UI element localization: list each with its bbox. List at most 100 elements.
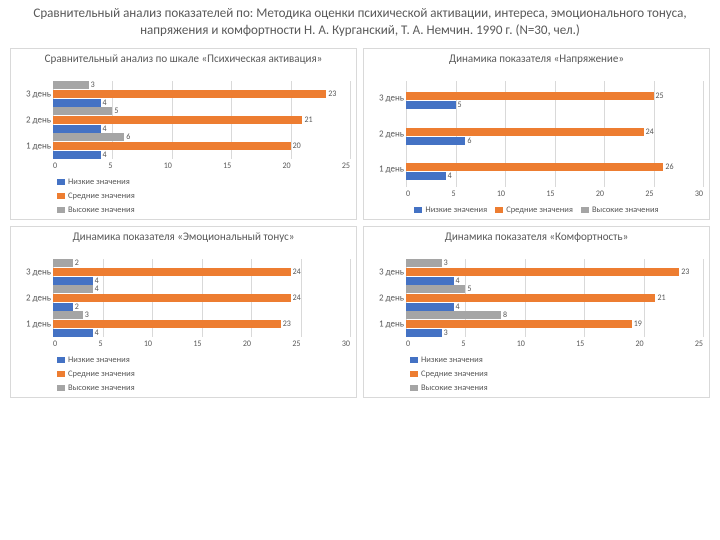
legend-label: Высокие значения	[592, 205, 659, 215]
x-axis: 051015202530	[370, 189, 703, 199]
legend-item-low: Низкие значения	[57, 177, 130, 187]
category-group: 3 день255	[406, 87, 703, 109]
bar-row: 4	[53, 151, 350, 159]
bar-mid	[406, 268, 679, 276]
bar-mid	[53, 268, 291, 276]
legend: Низкие значения Средние значения Высокие з…	[17, 175, 350, 217]
legend-swatch	[581, 207, 589, 213]
bar-row: 24	[53, 294, 350, 302]
legend-swatch	[57, 179, 65, 185]
category-label: 2 день	[370, 128, 404, 139]
legend-swatch	[57, 371, 65, 377]
bar-row: 3	[406, 259, 703, 267]
legend-label: Средние значения	[421, 369, 488, 379]
chart-plot: 3 день2552 день2461 день264051015202530Н…	[370, 81, 703, 217]
chart-plot: 3 день32342 день52141 день62040510152025…	[17, 81, 350, 217]
category-group: 1 день8193	[406, 311, 703, 337]
bars-area: 3 день32342 день52141 день6204	[17, 81, 350, 159]
bar-row: 5	[53, 107, 350, 115]
bar-row: 6	[53, 133, 350, 141]
bar-mid	[406, 320, 632, 328]
legend-swatch	[57, 385, 65, 391]
legend-swatch	[57, 193, 65, 199]
bar-value: 4	[95, 328, 99, 338]
x-tick: 25	[292, 339, 300, 349]
bar-row: 4	[53, 285, 350, 293]
legend-label: Низкие значения	[425, 205, 487, 215]
x-tick: 10	[164, 161, 172, 171]
bar-high	[53, 133, 124, 141]
category-group: 1 день3234	[53, 311, 350, 337]
bar-mid	[406, 294, 655, 302]
chart-plot: 3 день32342 день52141 день81930510152025…	[370, 259, 703, 395]
bar-row: 4	[53, 125, 350, 133]
bar-mid	[53, 90, 326, 98]
bar-row: 23	[406, 268, 703, 276]
bar-value: 24	[293, 293, 301, 303]
bar-mid	[406, 128, 644, 136]
bar-row: 4	[53, 99, 350, 107]
legend-item-mid: Средние значения	[495, 205, 573, 215]
bar-row: 24	[406, 128, 703, 136]
legend-label: Средние значения	[68, 369, 135, 379]
x-axis: 0510152025	[17, 161, 350, 171]
bar-row: 4	[406, 172, 703, 180]
bar-row: 20	[53, 142, 350, 150]
category-group: 1 день6204	[53, 133, 350, 159]
legend-item-high: Высокие значения	[57, 205, 135, 215]
x-tick: 20	[243, 339, 251, 349]
bar-value: 24	[646, 127, 654, 137]
bar-value: 3	[85, 310, 89, 320]
legend-label: Средние значения	[506, 205, 573, 215]
legend-item-low: Низкие значения	[414, 205, 487, 215]
bar-value: 5	[458, 100, 462, 110]
bar-value: 23	[681, 267, 689, 277]
x-tick: 0	[53, 339, 57, 349]
category-label: 3 день	[370, 266, 404, 277]
bar-row: 26	[406, 163, 703, 171]
x-tick: 15	[223, 161, 231, 171]
bar-value: 25	[656, 91, 664, 101]
legend-item-low: Низкие значения	[410, 355, 483, 365]
bar-low	[53, 277, 93, 285]
category-label: 1 день	[17, 140, 51, 151]
x-tick: 0	[53, 161, 57, 171]
legend-item-high: Высокие значения	[57, 383, 135, 393]
bar-high	[53, 81, 89, 89]
x-tick: 30	[342, 339, 350, 349]
bar-row: 2	[53, 259, 350, 267]
category-group: 1 день264	[406, 158, 703, 180]
bar-row: 3	[53, 81, 350, 89]
bar-row: 3	[53, 311, 350, 319]
legend-item-mid: Средние значения	[57, 369, 135, 379]
category-group: 3 день2244	[53, 259, 350, 285]
x-tick: 20	[596, 189, 604, 199]
bar-row: 23	[53, 320, 350, 328]
x-tick: 5	[108, 161, 112, 171]
bar-row: 5	[406, 285, 703, 293]
x-tick: 20	[635, 339, 643, 349]
chart-title: Динамика показателя «Комфортность»	[370, 231, 703, 257]
bar-mid	[53, 294, 291, 302]
bar-row: 19	[406, 320, 703, 328]
bar-value: 4	[103, 150, 107, 160]
legend-swatch	[57, 207, 65, 213]
bar-value: 24	[293, 267, 301, 277]
legend-label: Средние значения	[68, 191, 135, 201]
chart-panel-2: Динамика показателя «Эмоциональный тонус…	[10, 226, 357, 398]
page-title: Сравнительный анализ показателей по: Мет…	[0, 0, 720, 44]
bar-row	[406, 123, 703, 127]
bars-area: 3 день22442 день42421 день3234	[17, 259, 350, 337]
bar-row: 25	[406, 92, 703, 100]
x-axis: 051015202530	[17, 339, 350, 349]
legend-label: Низкие значения	[68, 177, 130, 187]
x-tick: 5	[98, 339, 102, 349]
legend-swatch	[410, 371, 418, 377]
legend: Низкие значения Средние значения Высокие з…	[370, 203, 703, 217]
chart-title: Динамика показателя «Эмоциональный тонус…	[17, 231, 350, 257]
x-axis: 0510152025	[370, 339, 703, 349]
bar-low	[53, 151, 101, 159]
x-tick: 10	[144, 339, 152, 349]
bar-high	[406, 311, 501, 319]
chart-panel-0: Сравнительный анализ по шкале «Психическ…	[10, 48, 357, 220]
